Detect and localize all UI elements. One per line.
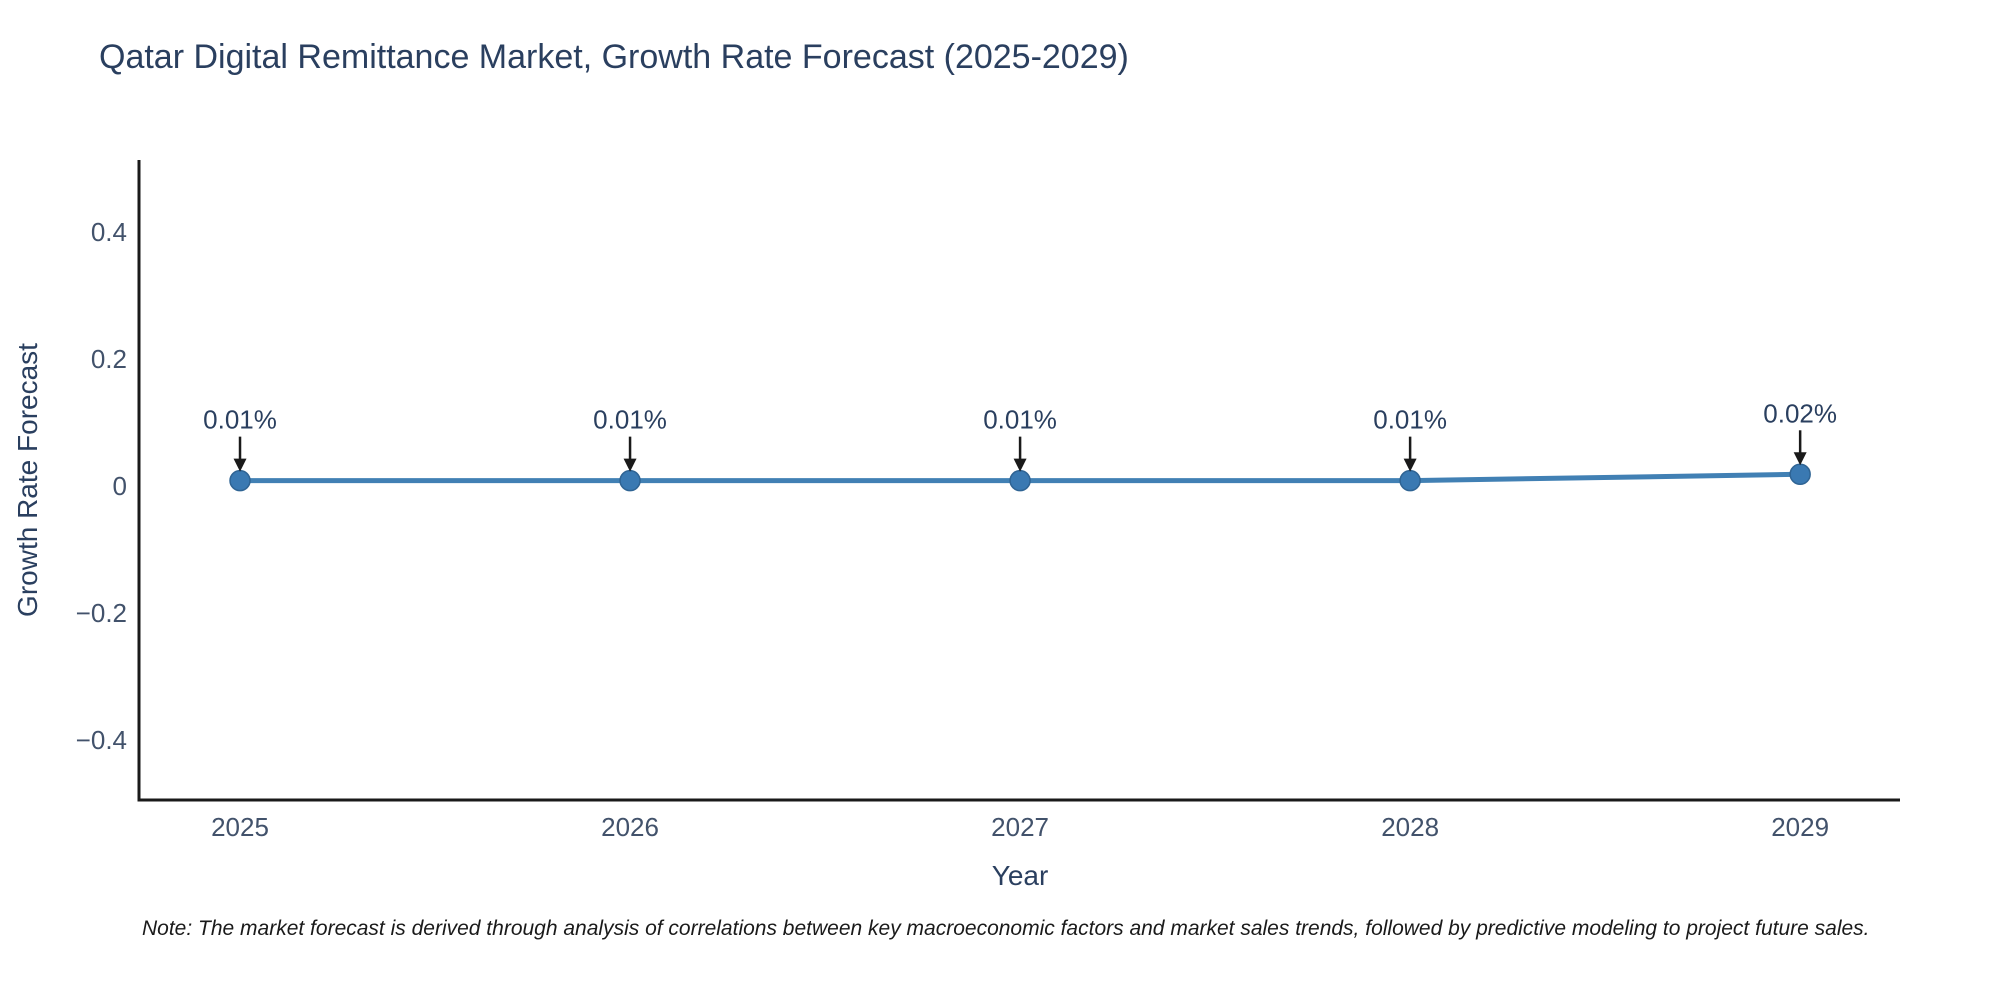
- x-tick-label: 2026: [601, 812, 659, 842]
- x-tick-label: 2029: [1771, 812, 1829, 842]
- data-point-marker: [229, 469, 251, 492]
- x-tick-label: 2027: [991, 812, 1049, 842]
- y-tick-label: 0.2: [91, 344, 127, 374]
- chart-title: Qatar Digital Remittance Market, Growth …: [99, 38, 1129, 76]
- x-tick-label: 2025: [211, 812, 269, 842]
- y-tick-label: −0.4: [76, 725, 127, 755]
- y-tick-label: 0.4: [91, 217, 127, 247]
- annotation-arrowhead: [1793, 452, 1807, 466]
- data-point-marker: [1789, 463, 1811, 486]
- data-point-marker: [1399, 469, 1421, 492]
- footnote: Note: The market forecast is derived thr…: [142, 917, 1870, 940]
- data-point-label: 0.02%: [1763, 398, 1837, 428]
- y-axis-title: Growth Rate Forecast: [12, 343, 43, 617]
- x-axis-title: Year: [991, 860, 1049, 891]
- y-tick-label: −0.2: [76, 598, 127, 628]
- y-tick-label: 0: [113, 471, 127, 501]
- data-point-marker: [619, 469, 641, 492]
- data-point-label: 0.01%: [983, 405, 1057, 435]
- annotation-arrowhead: [233, 458, 247, 472]
- data-point-marker: [1009, 469, 1031, 492]
- data-point-label: 0.01%: [1373, 405, 1447, 435]
- x-tick-label: 2028: [1381, 812, 1439, 842]
- annotation-arrowhead: [1403, 458, 1417, 472]
- annotation-arrowhead: [1013, 458, 1027, 472]
- annotation-arrowhead: [623, 458, 637, 472]
- data-point-label: 0.01%: [203, 405, 277, 435]
- data-point-label: 0.01%: [593, 405, 667, 435]
